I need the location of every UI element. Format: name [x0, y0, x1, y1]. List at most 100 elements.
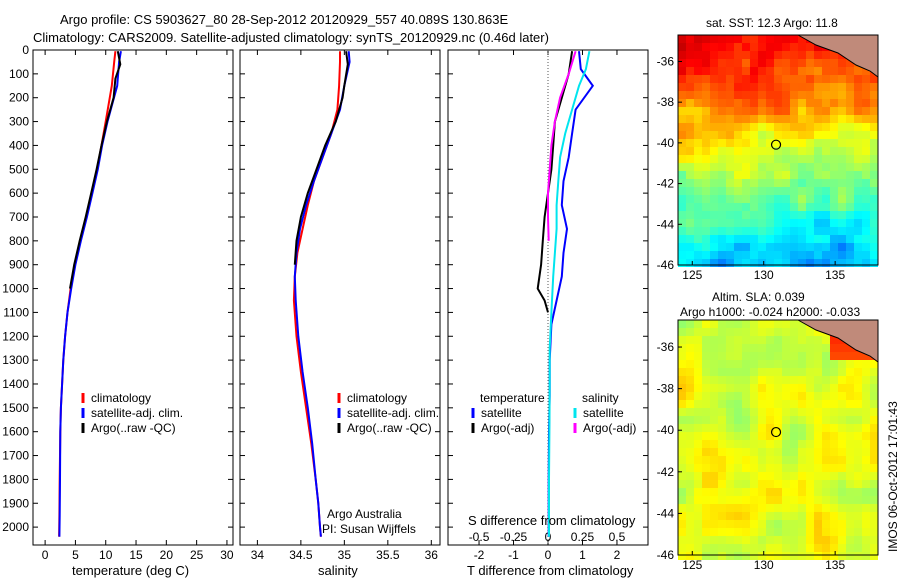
sst-map-cell — [718, 83, 726, 91]
sla-map-cell — [686, 520, 694, 528]
sla-map-cell — [686, 424, 694, 432]
sla-map-cell — [838, 464, 846, 472]
sst-map-cell — [838, 99, 846, 107]
sst-map-cell — [710, 187, 718, 195]
sla-map-cell — [846, 424, 854, 432]
sla-map-cell — [734, 376, 742, 384]
sla-map-cell — [750, 376, 758, 384]
sst-map-frame — [677, 34, 879, 266]
sst-map-cell — [758, 219, 766, 227]
sla-map-cell — [766, 328, 774, 336]
sst-map-cell — [862, 227, 870, 235]
diff-x-tick-label: 0 — [545, 548, 552, 562]
sla-map-cell — [838, 352, 846, 360]
sst-map-cell — [742, 67, 750, 75]
sst-map-cell — [862, 75, 870, 83]
sla-map-cell — [686, 544, 694, 552]
sst-map-cell — [718, 179, 726, 187]
sla-map-cell — [734, 464, 742, 472]
sst-map-cell — [766, 179, 774, 187]
sla-map-cell — [870, 400, 878, 408]
sst-map-cell — [702, 179, 710, 187]
sst-map-cell — [702, 203, 710, 211]
sla-map-cell — [790, 384, 798, 392]
sla-map-cell — [718, 376, 726, 384]
sla-map-cell — [798, 384, 806, 392]
sst-map-cell — [854, 235, 862, 243]
sla-map-cell — [726, 440, 734, 448]
sst-map-cell — [686, 251, 694, 259]
sla-map-cell — [846, 480, 854, 488]
sla-map-cell — [710, 368, 718, 376]
sla-map-cell — [734, 416, 742, 424]
sst-map-cell — [814, 219, 822, 227]
sla-map-cell — [694, 328, 702, 336]
sla-map-cell — [758, 400, 766, 408]
sst-map-cell — [718, 251, 726, 259]
sla-map-cell — [710, 336, 718, 344]
sst-map-cell — [862, 155, 870, 163]
sst-map-cell — [782, 147, 790, 155]
sla-map-cell — [750, 336, 758, 344]
sla-map-cell — [814, 416, 822, 424]
sst-map-cell — [686, 227, 694, 235]
sla-map-cell — [830, 336, 838, 344]
depth-tick-label: 1900 — [2, 496, 29, 510]
sla-map-cell — [854, 488, 862, 496]
sst-map-cell — [838, 211, 846, 219]
sla-map-cell — [854, 456, 862, 464]
sst-map-cell — [766, 131, 774, 139]
sla-map-cell — [726, 480, 734, 488]
sla-map-cell — [742, 456, 750, 464]
sla-map-cell — [750, 504, 758, 512]
sst-map-cell — [846, 67, 854, 75]
sst-map-cell — [782, 171, 790, 179]
sst-map-cell — [766, 35, 774, 43]
sla-map-x-tick-label: 125 — [682, 558, 702, 572]
sst-map-cell — [694, 99, 702, 107]
sla-map-cell — [814, 432, 822, 440]
diff-x-label: T difference from climatology — [467, 563, 634, 578]
sla-map-cell — [798, 320, 806, 328]
sst-map-cell — [838, 235, 846, 243]
sla-map-cell — [758, 480, 766, 488]
sst-map-cell — [806, 115, 814, 123]
sst-map-cell — [742, 251, 750, 259]
sla-map-cell — [710, 488, 718, 496]
sst-map-cell — [766, 163, 774, 171]
sst-map-cell — [766, 147, 774, 155]
sla-map-cell — [694, 392, 702, 400]
sla-map-cell — [686, 376, 694, 384]
sla-map-cell — [798, 488, 806, 496]
sla-map-cell — [838, 472, 846, 480]
sst-map-cell — [814, 139, 822, 147]
sla-map-cell — [870, 368, 878, 376]
sst-map-cell — [790, 35, 798, 43]
sst-map-y-tick-label: -40 — [657, 136, 675, 150]
sla-map-cell — [710, 320, 718, 328]
sst-map-y-tick-label: -38 — [657, 95, 675, 109]
sla-map-cell — [766, 416, 774, 424]
sst-map-cell — [678, 195, 686, 203]
sla-map-cell — [838, 512, 846, 520]
sla-map-cell — [750, 392, 758, 400]
sla-map-cell — [838, 528, 846, 536]
sst-map-cell — [854, 115, 862, 123]
sla-map-cell — [870, 544, 878, 552]
sla-map-cell — [694, 352, 702, 360]
sst-map-cell — [862, 123, 870, 131]
sst-map-cell — [790, 99, 798, 107]
sla-map-cell — [686, 352, 694, 360]
sst-map-cell — [758, 155, 766, 163]
sst-map-cell — [782, 211, 790, 219]
temp-x-tick-label: 5 — [72, 548, 79, 562]
sla-map-cell — [790, 480, 798, 488]
sst-map-cell — [694, 195, 702, 203]
sst-map-cell — [766, 115, 774, 123]
sst-map-cell — [758, 131, 766, 139]
sst-map-cell — [766, 235, 774, 243]
sla-map-cell — [822, 488, 830, 496]
sla-map-cell — [766, 488, 774, 496]
sst-map-cell — [870, 259, 878, 267]
sst-map-cell — [702, 115, 710, 123]
